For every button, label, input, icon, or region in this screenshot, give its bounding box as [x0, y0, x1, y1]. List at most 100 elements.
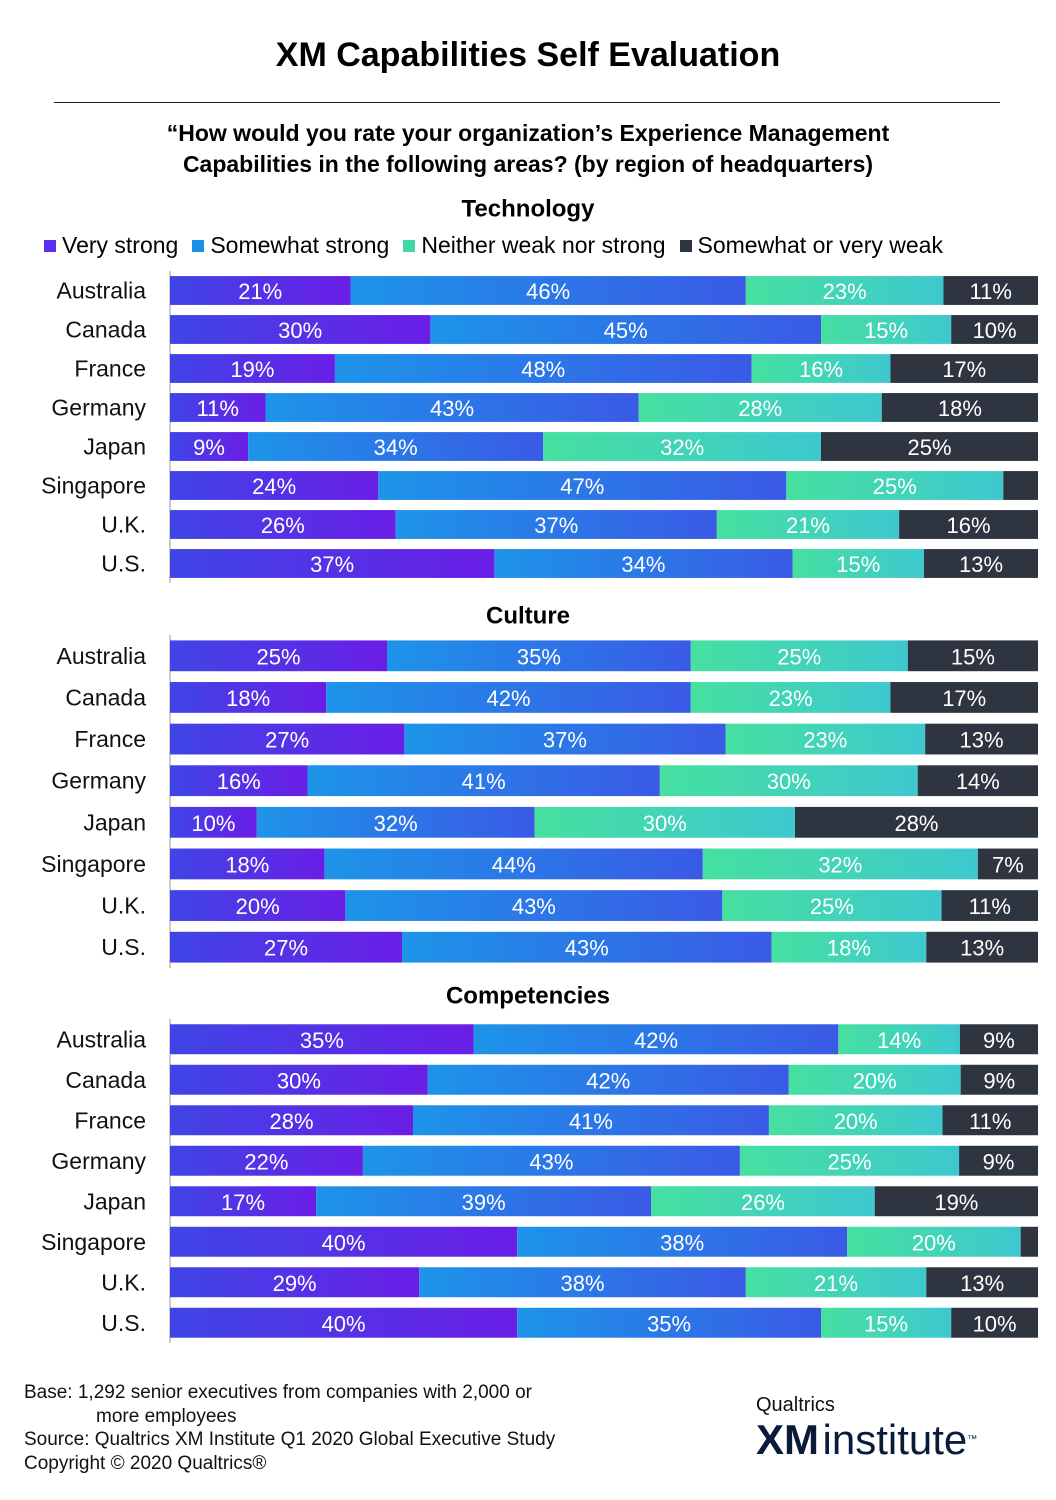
category-label: Japan	[83, 1188, 146, 1214]
data-label: 28%	[738, 396, 782, 421]
bar-segment-neither-weak-nor-strong	[690, 640, 908, 672]
data-label: 32%	[374, 811, 418, 836]
stacked-bar-charts: Technology Australia 21% 46% 23% 11% Canada 30%…	[41, 196, 1038, 1343]
bar-segment-somewhat-strong	[248, 432, 544, 461]
data-label: 30%	[643, 811, 687, 836]
bar-segment-very-strong	[170, 393, 266, 422]
data-label: 16%	[217, 769, 261, 794]
bar-segment-very-strong	[170, 640, 387, 672]
logo-institute: institute	[822, 1416, 968, 1463]
data-label: 16%	[799, 357, 843, 382]
legend-item-somewhat-strong: Somewhat strong	[192, 232, 389, 259]
data-label: 15%	[864, 1311, 908, 1336]
bar-segment-neither-weak-nor-strong	[768, 1105, 943, 1136]
bar-segment-very-strong	[170, 510, 396, 539]
legend-swatch	[679, 239, 692, 252]
bar-segment-somewhat-or-very-weak	[890, 354, 1038, 383]
bar-segment-somewhat-strong	[473, 1024, 839, 1055]
data-label: 7%	[992, 852, 1024, 877]
data-label: 37%	[534, 513, 578, 538]
data-label: 43%	[529, 1149, 573, 1174]
data-label: 24%	[252, 474, 296, 499]
data-label: 25%	[907, 435, 951, 460]
category-label: Canada	[65, 317, 146, 343]
bar-segment-neither-weak-nor-strong	[722, 890, 942, 921]
data-label: 43%	[512, 894, 556, 919]
data-label: 30%	[767, 769, 811, 794]
legend-swatch	[192, 239, 205, 252]
logo-xm: XM	[756, 1416, 819, 1463]
bar-segment-neither-weak-nor-strong	[786, 471, 1004, 500]
bar-segment-neither-weak-nor-strong	[771, 931, 927, 963]
legend-label: Very strong	[62, 232, 179, 258]
bar-segment-somewhat-or-very-weak	[917, 765, 1038, 797]
category-label: Japan	[83, 809, 146, 835]
bar-segment-somewhat-or-very-weak	[899, 510, 1038, 539]
bar-segment-neither-weak-nor-strong	[788, 1064, 961, 1095]
bar-segment-somewhat-strong	[307, 765, 660, 797]
data-label: 48%	[521, 357, 565, 382]
data-label: 11%	[969, 894, 1011, 919]
bar-segment-neither-weak-nor-strong	[847, 1226, 1021, 1257]
bar-segment-somewhat-strong	[345, 890, 723, 921]
xm-institute-logo: Qualtrics XM institute™	[756, 1394, 977, 1463]
bar-segment-neither-weak-nor-strong	[821, 1307, 952, 1338]
data-label: 18%	[225, 852, 269, 877]
panel-competencies: Competencies Australia 35% 42% 14% 9% Canada 30…	[41, 983, 1038, 1343]
data-label: 30%	[277, 1068, 321, 1093]
data-label: 14%	[956, 769, 1000, 794]
bar-segment-somewhat-strong	[256, 806, 535, 838]
data-label: 40%	[322, 1230, 366, 1255]
data-label: 27%	[265, 728, 309, 753]
data-label: 26%	[741, 1190, 785, 1215]
bar-segment-very-strong	[170, 549, 495, 578]
question-line-1: “How would you rate your organization’s …	[166, 120, 890, 146]
category-label: Singapore	[41, 1229, 146, 1255]
data-label: 34%	[374, 435, 418, 460]
data-label: 29%	[273, 1271, 317, 1296]
bar-segment-neither-weak-nor-strong	[792, 549, 925, 578]
data-label: 11%	[970, 279, 1012, 304]
bar-segment-neither-weak-nor-strong	[638, 393, 882, 422]
legend-swatch	[403, 239, 416, 252]
data-label: 30%	[278, 318, 322, 343]
legend-label: Neither weak nor strong	[421, 232, 666, 258]
bar-segment-very-strong	[170, 276, 351, 305]
data-label: 40%	[322, 1311, 366, 1336]
bar-segment-somewhat-or-very-weak	[907, 640, 1038, 672]
category-label: France	[74, 1107, 146, 1133]
data-label: 41%	[462, 769, 506, 794]
data-label: 18%	[938, 396, 982, 421]
data-label: 11%	[969, 1109, 1011, 1134]
data-label: 20%	[236, 894, 280, 919]
bar-segment-neither-weak-nor-strong	[651, 1186, 875, 1217]
data-label: 9%	[983, 1028, 1015, 1053]
bar-segment-somewhat-strong	[427, 1064, 789, 1095]
bar-segment-somewhat-strong	[350, 276, 746, 305]
panel-title: Competencies	[446, 983, 610, 1010]
data-label: 15%	[836, 552, 880, 577]
category-label: Japan	[83, 434, 146, 460]
bar-segment-very-strong	[170, 315, 431, 344]
legend-label: Somewhat or very weak	[697, 232, 943, 258]
data-label: 42%	[634, 1028, 678, 1053]
bar-segment-neither-weak-nor-strong	[702, 848, 978, 880]
bar-segment-very-strong	[170, 682, 327, 713]
category-label: France	[74, 726, 146, 752]
data-label: 42%	[486, 686, 530, 711]
bar-segment-somewhat-strong	[387, 640, 691, 672]
legend-item-neither: Neither weak nor strong	[403, 232, 666, 259]
data-label: 43%	[565, 936, 609, 961]
bar-segment-neither-weak-nor-strong	[543, 432, 821, 461]
bar-segment-neither-weak-nor-strong	[838, 1024, 960, 1055]
category-label: France	[74, 356, 146, 382]
bar-segment-somewhat-or-very-weak	[874, 1186, 1038, 1217]
data-label: 17%	[942, 357, 986, 382]
bar-segment-somewhat-or-very-weak	[924, 549, 1038, 578]
data-label: 35%	[300, 1028, 344, 1053]
category-label: Germany	[51, 395, 146, 421]
data-label: 18%	[226, 686, 270, 711]
data-label: 22%	[244, 1149, 288, 1174]
bar-segment-somewhat-or-very-weak	[951, 315, 1038, 344]
bar-segment-very-strong	[170, 765, 308, 797]
